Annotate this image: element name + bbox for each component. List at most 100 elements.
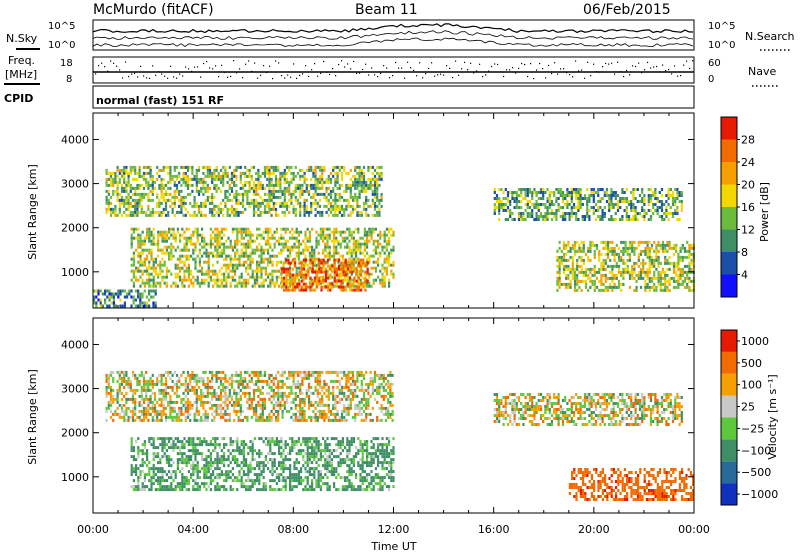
power-cell [498, 212, 501, 215]
power-cell [238, 227, 241, 231]
power-cell [335, 273, 338, 277]
power-cell [184, 213, 187, 217]
power-cell [660, 203, 664, 206]
power-cell [109, 177, 113, 181]
power-cell [105, 168, 108, 172]
power-cell [683, 255, 687, 259]
power-cell [509, 203, 512, 206]
power-cell [371, 183, 374, 187]
power-cell [659, 285, 662, 289]
power-cell [314, 171, 317, 175]
velocity-cell [180, 406, 183, 410]
power-cell [546, 188, 549, 191]
power-cell [301, 189, 304, 193]
power-cell [593, 243, 596, 247]
power-cell [365, 180, 368, 184]
power-cell [522, 218, 525, 221]
power-cell [245, 278, 248, 282]
power-cell [213, 168, 216, 172]
velocity-cell [259, 373, 262, 377]
power-cell [349, 267, 352, 271]
power-cell [181, 281, 184, 285]
power-cell [213, 183, 216, 187]
power-cell [493, 209, 496, 212]
power-cell [279, 177, 282, 181]
nave-dot [281, 74, 283, 77]
velocity-cell [118, 373, 121, 377]
power-cell [130, 236, 133, 240]
velocity-cell [211, 373, 214, 377]
power-cell [646, 270, 649, 274]
velocity-cell [142, 397, 146, 401]
power-cell [360, 210, 363, 214]
power-cell [290, 201, 293, 205]
power-cell [657, 249, 660, 253]
power-cell [683, 285, 687, 289]
velocity-cell [162, 412, 165, 416]
power-cell [135, 278, 138, 282]
power-cell [349, 183, 352, 187]
power-cell [218, 236, 221, 240]
power-cell [343, 168, 346, 172]
power-cell [383, 269, 386, 273]
power-cell [179, 275, 182, 279]
power-cell [218, 251, 221, 255]
power-cell [241, 198, 245, 202]
power-cell [593, 285, 596, 289]
power-cell [617, 279, 621, 283]
nave-dot [215, 65, 217, 67]
power-cell [650, 279, 654, 283]
power-cell [622, 246, 625, 250]
power-cell [120, 186, 124, 190]
power-cell [240, 248, 243, 252]
power-cell [112, 183, 115, 187]
power-cell [200, 204, 203, 208]
power-cell [306, 263, 309, 267]
power-cell [127, 204, 130, 208]
power-cell [329, 180, 333, 184]
power-cell [325, 204, 328, 208]
power-cell [248, 180, 251, 184]
power-cell [613, 264, 616, 268]
power-cell [379, 236, 382, 240]
power-cell [109, 180, 113, 184]
power-cell [150, 230, 153, 234]
power-cell [187, 275, 190, 279]
power-cell [148, 289, 151, 293]
power-cell [326, 245, 329, 249]
power-cell [189, 213, 192, 217]
power-cell [299, 189, 302, 193]
power-cell [216, 272, 219, 276]
power-cell [349, 270, 352, 274]
power-cell [147, 165, 150, 169]
power-cell [664, 276, 667, 280]
power-cell [299, 210, 302, 214]
power-cell [242, 281, 245, 285]
power-cell [349, 285, 352, 289]
power-cell [326, 239, 329, 243]
power-cell [236, 284, 239, 288]
power-cell [194, 260, 197, 264]
power-cell [578, 243, 581, 247]
power-cell [118, 180, 121, 184]
nave-dot [404, 77, 406, 79]
velocity-cell [237, 409, 240, 413]
velocity-cell [125, 409, 128, 413]
velocity-cell [250, 415, 253, 419]
power-cell [338, 267, 341, 271]
nave-dot [563, 68, 565, 70]
power-cell [672, 243, 676, 247]
power-cell [160, 177, 163, 181]
power-cell [134, 204, 137, 208]
power-cell [318, 180, 322, 184]
power-cell [185, 227, 188, 231]
power-cell [134, 189, 137, 193]
power-cell [245, 230, 248, 234]
velocity-cell [107, 373, 110, 377]
velocity-cell [145, 409, 148, 413]
power-cell [581, 215, 584, 218]
velocity-cell [118, 370, 121, 374]
power-cell [576, 288, 579, 292]
velocity-cell [230, 385, 234, 389]
power-cell [378, 174, 381, 178]
